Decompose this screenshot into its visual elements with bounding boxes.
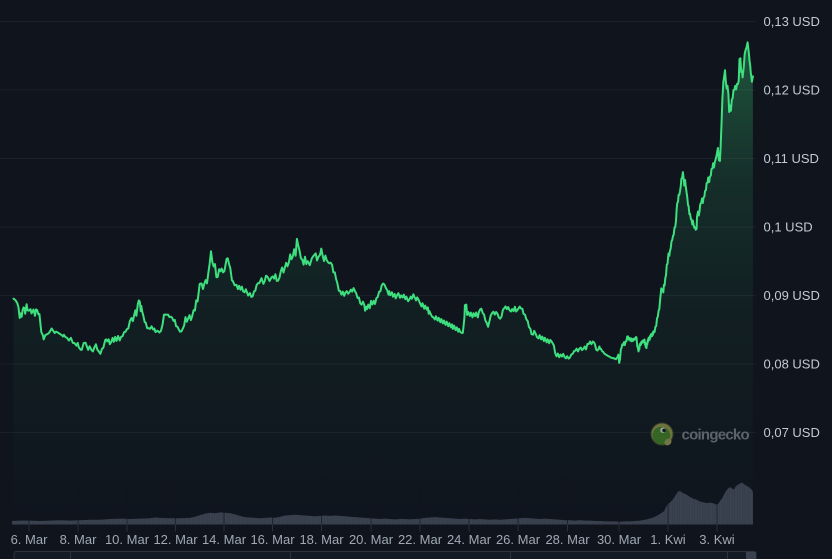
svg-text:0,11 USD: 0,11 USD	[764, 151, 819, 166]
svg-text:0,13 USD: 0,13 USD	[764, 14, 820, 29]
svg-text:3. Kwi: 3. Kwi	[699, 532, 735, 547]
svg-text:0,08 USD: 0,08 USD	[764, 357, 820, 372]
svg-text:20. Mar: 20. Mar	[349, 532, 394, 547]
svg-text:18. Mar: 18. Mar	[299, 532, 344, 547]
svg-text:30. Mar: 30. Mar	[597, 532, 642, 547]
svg-text:26. Mar: 26. Mar	[496, 532, 541, 547]
svg-text:6. Mar: 6. Mar	[11, 532, 49, 547]
svg-text:0,09 USD: 0,09 USD	[764, 288, 820, 303]
svg-text:1. Kwi: 1. Kwi	[650, 532, 686, 547]
svg-text:14. Mar: 14. Mar	[202, 532, 247, 547]
svg-text:0,07 USD: 0,07 USD	[764, 425, 820, 440]
svg-text:0,12 USD: 0,12 USD	[764, 83, 820, 98]
svg-text:coingecko: coingecko	[682, 427, 750, 444]
svg-text:24. Mar: 24. Mar	[447, 532, 492, 547]
svg-text:10. Mar: 10. Mar	[105, 532, 150, 547]
svg-text:22. Mar: 22. Mar	[398, 532, 443, 547]
svg-text:28. Mar: 28. Mar	[545, 532, 590, 547]
svg-text:0,1 USD: 0,1 USD	[764, 220, 813, 235]
svg-text:12. Mar: 12. Mar	[153, 532, 198, 547]
svg-text:8. Mar: 8. Mar	[60, 532, 98, 547]
svg-text:16. Mar: 16. Mar	[250, 532, 295, 547]
